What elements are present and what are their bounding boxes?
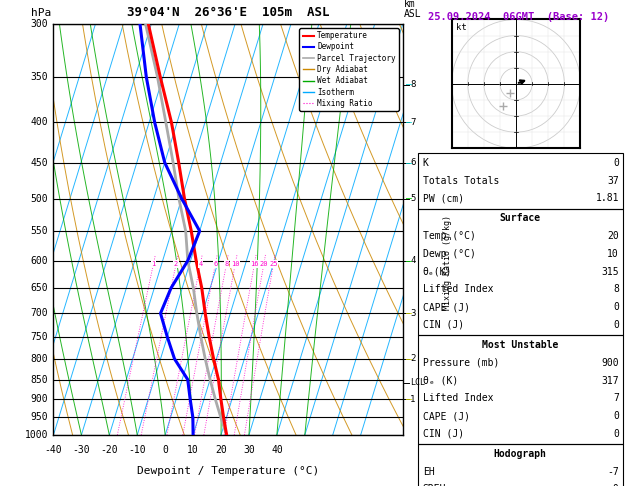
Text: 8: 8 xyxy=(225,261,228,267)
Legend: Temperature, Dewpoint, Parcel Trajectory, Dry Adiabat, Wet Adiabat, Isotherm, Mi: Temperature, Dewpoint, Parcel Trajectory… xyxy=(299,28,399,111)
Text: -7: -7 xyxy=(607,467,619,477)
Text: 950: 950 xyxy=(31,413,48,422)
Text: 6: 6 xyxy=(213,261,218,267)
Text: 0: 0 xyxy=(613,302,619,312)
Text: 315: 315 xyxy=(601,267,619,277)
Text: 25: 25 xyxy=(269,261,277,267)
Text: LCL: LCL xyxy=(410,378,425,387)
Text: 30: 30 xyxy=(243,445,255,455)
Text: 4: 4 xyxy=(410,256,416,265)
Text: 850: 850 xyxy=(31,375,48,384)
Text: 900: 900 xyxy=(601,358,619,368)
Text: 7: 7 xyxy=(410,118,416,127)
Text: CAPE (J): CAPE (J) xyxy=(423,302,470,312)
Text: SREH: SREH xyxy=(423,485,446,486)
Text: PW (cm): PW (cm) xyxy=(423,193,464,203)
Text: 2: 2 xyxy=(410,354,416,364)
Text: 350: 350 xyxy=(31,72,48,82)
Text: CAPE (J): CAPE (J) xyxy=(423,411,470,421)
Text: 700: 700 xyxy=(31,308,48,318)
Text: 40: 40 xyxy=(271,445,283,455)
Text: 5: 5 xyxy=(410,194,416,203)
Text: CIN (J): CIN (J) xyxy=(423,429,464,439)
Text: 550: 550 xyxy=(31,226,48,236)
Text: Most Unstable: Most Unstable xyxy=(482,340,559,350)
Text: 600: 600 xyxy=(31,256,48,266)
Text: -20: -20 xyxy=(101,445,118,455)
Text: —: — xyxy=(406,308,411,318)
Text: EH: EH xyxy=(423,467,435,477)
Text: —: — xyxy=(406,394,411,404)
Text: 500: 500 xyxy=(31,193,48,204)
Text: Temp (°C): Temp (°C) xyxy=(423,231,476,241)
Text: 6: 6 xyxy=(410,158,416,167)
Text: 16: 16 xyxy=(250,261,259,267)
Text: —: — xyxy=(406,193,411,204)
Text: 39°04'N  26°36'E  105m  ASL: 39°04'N 26°36'E 105m ASL xyxy=(127,6,329,19)
Text: 750: 750 xyxy=(31,332,48,342)
Text: 300: 300 xyxy=(31,19,48,29)
Text: Lifted Index: Lifted Index xyxy=(423,284,493,295)
Text: 0: 0 xyxy=(613,429,619,439)
Text: 8: 8 xyxy=(410,80,416,89)
Text: 37: 37 xyxy=(607,175,619,186)
Text: Hodograph: Hodograph xyxy=(494,449,547,459)
Text: —: — xyxy=(406,80,411,89)
Text: θₑ (K): θₑ (K) xyxy=(423,376,458,385)
Text: 0: 0 xyxy=(613,411,619,421)
Text: Dewpoint / Temperature (°C): Dewpoint / Temperature (°C) xyxy=(137,466,319,476)
Text: 25.09.2024  06GMT  (Base: 12): 25.09.2024 06GMT (Base: 12) xyxy=(428,12,610,22)
Text: 7: 7 xyxy=(613,393,619,403)
Text: 20: 20 xyxy=(260,261,268,267)
Text: -0: -0 xyxy=(607,485,619,486)
Text: 0: 0 xyxy=(613,158,619,168)
Text: 10: 10 xyxy=(231,261,240,267)
Text: CIN (J): CIN (J) xyxy=(423,320,464,330)
Text: 1.81: 1.81 xyxy=(596,193,619,203)
Text: 10: 10 xyxy=(187,445,199,455)
Text: 3: 3 xyxy=(410,309,416,318)
Text: -30: -30 xyxy=(72,445,90,455)
Text: kt: kt xyxy=(455,23,466,32)
Text: Totals Totals: Totals Totals xyxy=(423,175,499,186)
Text: 450: 450 xyxy=(31,157,48,168)
Text: θₑ(K): θₑ(K) xyxy=(423,267,452,277)
Text: hPa: hPa xyxy=(31,8,51,18)
Text: —: — xyxy=(406,354,411,364)
Text: Surface: Surface xyxy=(499,213,541,224)
Text: —: — xyxy=(406,256,411,266)
Text: -40: -40 xyxy=(45,445,62,455)
Text: 20: 20 xyxy=(607,231,619,241)
Text: 650: 650 xyxy=(31,283,48,293)
Text: —: — xyxy=(406,157,411,168)
Text: 20: 20 xyxy=(215,445,227,455)
Text: Lifted Index: Lifted Index xyxy=(423,393,493,403)
Text: 1: 1 xyxy=(152,261,155,267)
Text: 2: 2 xyxy=(174,261,178,267)
Text: -10: -10 xyxy=(128,445,146,455)
Text: 0: 0 xyxy=(613,320,619,330)
Text: Pressure (mb): Pressure (mb) xyxy=(423,358,499,368)
Text: 4: 4 xyxy=(198,261,203,267)
Text: 0: 0 xyxy=(162,445,168,455)
Text: Mixing Ratio (g/kg): Mixing Ratio (g/kg) xyxy=(443,215,452,310)
Text: Dewp (°C): Dewp (°C) xyxy=(423,249,476,259)
Text: —: — xyxy=(406,118,411,127)
Text: 900: 900 xyxy=(31,394,48,404)
Text: 1: 1 xyxy=(410,395,416,403)
Text: 10: 10 xyxy=(607,249,619,259)
Text: 400: 400 xyxy=(31,118,48,127)
Text: 800: 800 xyxy=(31,354,48,364)
Text: 1000: 1000 xyxy=(25,430,48,440)
Text: km
ASL: km ASL xyxy=(404,0,422,19)
Text: 8: 8 xyxy=(613,284,619,295)
Text: K: K xyxy=(423,158,428,168)
Text: 317: 317 xyxy=(601,376,619,385)
